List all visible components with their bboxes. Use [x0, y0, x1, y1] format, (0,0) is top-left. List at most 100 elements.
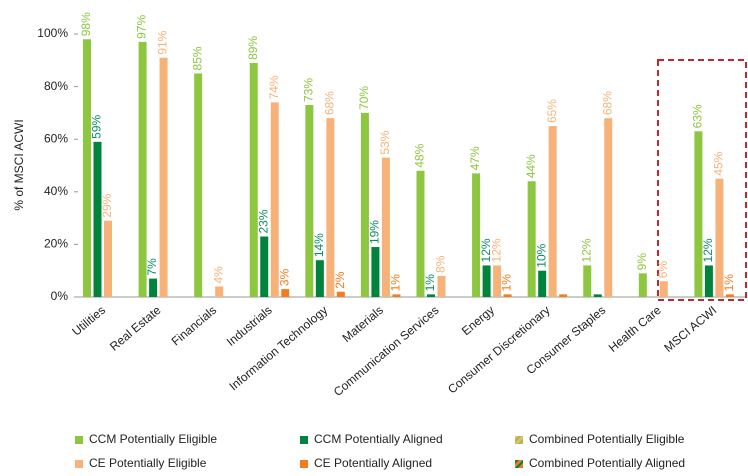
bar [360, 112, 369, 298]
bar [326, 118, 335, 297]
data-label: 7% [145, 258, 159, 276]
highlight-box [657, 59, 747, 301]
data-label: 74% [267, 75, 281, 99]
x-tick-label: Consumer Discretionary [445, 303, 553, 396]
x-tick-label: Financials [169, 303, 219, 348]
bar [104, 220, 112, 297]
bar [527, 181, 536, 297]
data-label: 12% [489, 238, 503, 262]
bar [704, 265, 713, 297]
bar [149, 278, 158, 297]
bar [548, 126, 557, 297]
bar [593, 294, 602, 297]
data-label: 12% [579, 238, 593, 262]
legend-swatch [75, 436, 83, 444]
data-label: 85% [190, 46, 204, 70]
data-label: 68% [323, 91, 337, 115]
data-label: 8% [434, 255, 448, 273]
bar [215, 286, 224, 297]
data-label: 59% [90, 114, 104, 138]
bar [83, 39, 91, 297]
legend-swatch [515, 460, 523, 468]
data-label: 70% [357, 86, 371, 110]
data-label: 53% [378, 130, 392, 154]
data-label: 29% [100, 193, 114, 217]
legend-swatch [300, 436, 308, 444]
legend-swatch [300, 460, 308, 468]
data-label: 19% [368, 220, 382, 244]
bar [503, 294, 512, 297]
x-tick-label: Industrials [224, 303, 275, 349]
x-tick-label: Materials [340, 303, 386, 345]
data-label: 4% [211, 266, 225, 284]
x-tick-label: Health Care [606, 303, 664, 355]
bar [281, 289, 290, 297]
bar [559, 294, 568, 297]
y-tick-label: 0% [51, 289, 69, 303]
data-label: 91% [156, 30, 170, 54]
data-label: 2% [333, 271, 347, 289]
data-label: 6% [656, 261, 670, 279]
y-axis-label: % of MSCI ACWI [12, 119, 26, 210]
x-tick-label: Information Technology [226, 303, 330, 393]
data-label: 97% [135, 15, 149, 39]
bar [93, 141, 102, 297]
data-label: 68% [600, 91, 614, 115]
data-label: 3% [277, 268, 291, 286]
x-tick-label: Energy [459, 303, 497, 338]
bar [336, 291, 345, 297]
data-label: 1% [423, 274, 437, 292]
data-label: 98% [79, 12, 93, 36]
legend-label: CE Potentially Aligned [314, 456, 432, 470]
data-label: 65% [545, 99, 559, 123]
data-label: 10% [534, 243, 548, 267]
bar [249, 62, 258, 298]
data-label: 1% [722, 274, 736, 292]
bar [604, 118, 613, 297]
bar [315, 260, 324, 297]
y-tick-label: 100% [37, 26, 68, 40]
legend-swatch [75, 460, 83, 468]
bar [715, 178, 724, 297]
data-label: 73% [302, 78, 316, 102]
bar [392, 294, 401, 297]
x-tick-label: Real Estate [107, 303, 164, 354]
y-tick-label: 60% [44, 131, 68, 145]
bar [381, 157, 390, 297]
data-label: 23% [256, 209, 270, 233]
data-label: 12% [701, 238, 715, 262]
bar [305, 105, 314, 297]
legend-label: Combined Potentially Aligned [529, 456, 685, 470]
data-label: 1% [500, 274, 514, 292]
y-tick-label: 40% [44, 184, 68, 198]
data-label: 45% [712, 151, 726, 175]
data-label: 48% [413, 143, 427, 167]
bar [270, 102, 279, 297]
bar [260, 236, 269, 297]
legend-label: CCM Potentially Aligned [314, 432, 443, 446]
bar [194, 73, 203, 297]
legend-label: CCM Potentially Eligible [89, 432, 217, 446]
bar [371, 247, 380, 297]
data-label: 12% [479, 238, 493, 262]
bar [638, 273, 647, 297]
bar [725, 294, 734, 297]
bar [472, 173, 481, 297]
data-label: 47% [468, 146, 482, 170]
data-label: 44% [524, 154, 538, 178]
bar [659, 281, 668, 297]
y-tick-label: 20% [44, 237, 68, 251]
bar [138, 41, 147, 297]
x-tick-label: Communication Services [331, 303, 442, 399]
bar [493, 265, 502, 297]
bar [437, 275, 446, 297]
x-tick-label: Utilities [69, 303, 108, 339]
data-label: 14% [312, 233, 326, 257]
bar [159, 57, 168, 297]
y-tick-label: 80% [44, 79, 68, 93]
bar [694, 131, 703, 297]
bar [538, 270, 547, 297]
data-label: 63% [691, 104, 705, 128]
bar [416, 170, 425, 297]
